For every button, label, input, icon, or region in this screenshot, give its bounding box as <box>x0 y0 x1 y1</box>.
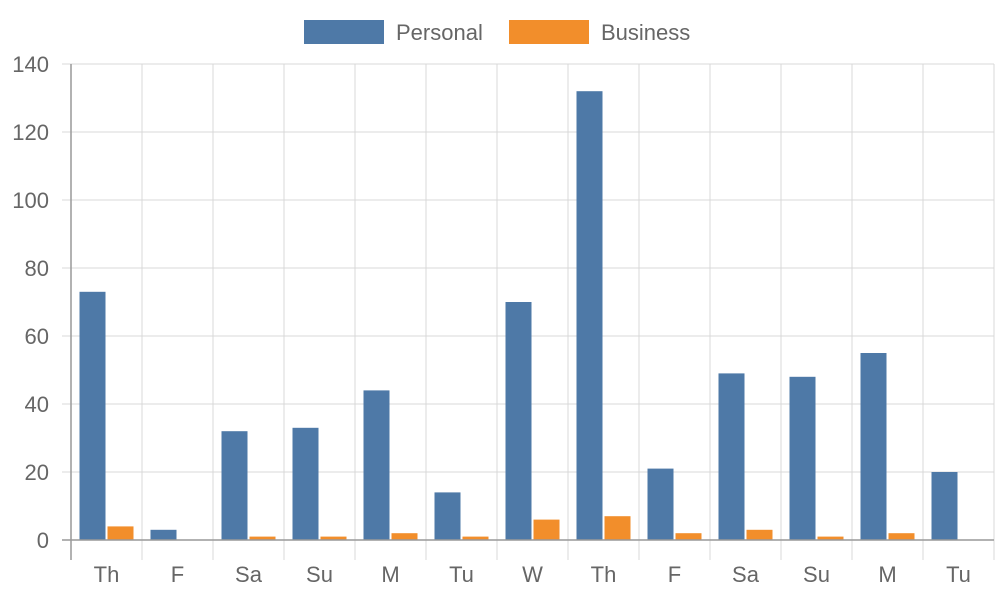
bar-personal-7 <box>576 91 603 540</box>
x-tick-label: M <box>878 562 896 587</box>
bar-business-6 <box>533 519 560 540</box>
bar-personal-12 <box>931 472 958 540</box>
x-tick-label: Sa <box>235 562 263 587</box>
y-tick-label: 40 <box>25 392 49 417</box>
x-tick-label: Sa <box>732 562 760 587</box>
x-tick-label: Su <box>803 562 830 587</box>
y-tick-label: 80 <box>25 256 49 281</box>
y-tick-label: 20 <box>25 460 49 485</box>
bar-personal-3 <box>292 427 319 540</box>
bar-personal-1 <box>150 529 177 540</box>
bar-personal-9 <box>718 373 745 540</box>
y-tick-label: 120 <box>12 120 49 145</box>
y-tick-label: 140 <box>12 52 49 77</box>
legend-swatch-business <box>509 20 589 44</box>
bars <box>79 91 958 540</box>
legend: Personal Business <box>304 20 690 45</box>
y-axis-ticks: 0 20 40 60 80 100 120 140 <box>12 52 49 553</box>
bar-business-7 <box>604 516 631 540</box>
bar-personal-5 <box>434 492 461 540</box>
axes <box>62 64 994 560</box>
y-tick-label: 60 <box>25 324 49 349</box>
bar-business-5 <box>462 536 489 540</box>
x-tick-label: W <box>522 562 543 587</box>
bar-personal-2 <box>221 431 248 540</box>
bar-business-9 <box>746 529 773 540</box>
x-axis-ticks: Th F Sa Su M Tu W Th F Sa Su M Tu <box>94 562 971 587</box>
x-tick-label: Th <box>94 562 120 587</box>
bar-personal-6 <box>505 302 532 540</box>
bar-business-8 <box>675 533 702 540</box>
bar-personal-0 <box>79 291 106 540</box>
bar-business-11 <box>888 533 915 540</box>
bar-business-2 <box>249 536 276 540</box>
bar-business-0 <box>107 526 134 540</box>
grid-lines <box>62 63 995 560</box>
legend-label-personal: Personal <box>396 20 483 45</box>
bar-business-10 <box>817 536 844 540</box>
x-tick-label: Su <box>306 562 333 587</box>
bar-personal-11 <box>860 353 887 540</box>
y-tick-label: 100 <box>12 188 49 213</box>
x-tick-label: F <box>668 562 681 587</box>
x-tick-label: F <box>171 562 184 587</box>
legend-label-business: Business <box>601 20 690 45</box>
bar-personal-10 <box>789 376 816 540</box>
bar-business-4 <box>391 533 418 540</box>
x-tick-label: Th <box>591 562 617 587</box>
x-tick-label: Tu <box>449 562 474 587</box>
bar-business-3 <box>320 536 347 540</box>
y-tick-label: 0 <box>37 528 49 553</box>
bar-personal-8 <box>647 468 674 540</box>
x-tick-label: Tu <box>946 562 971 587</box>
x-tick-label: M <box>381 562 399 587</box>
bar-personal-4 <box>363 390 390 540</box>
legend-swatch-personal <box>304 20 384 44</box>
